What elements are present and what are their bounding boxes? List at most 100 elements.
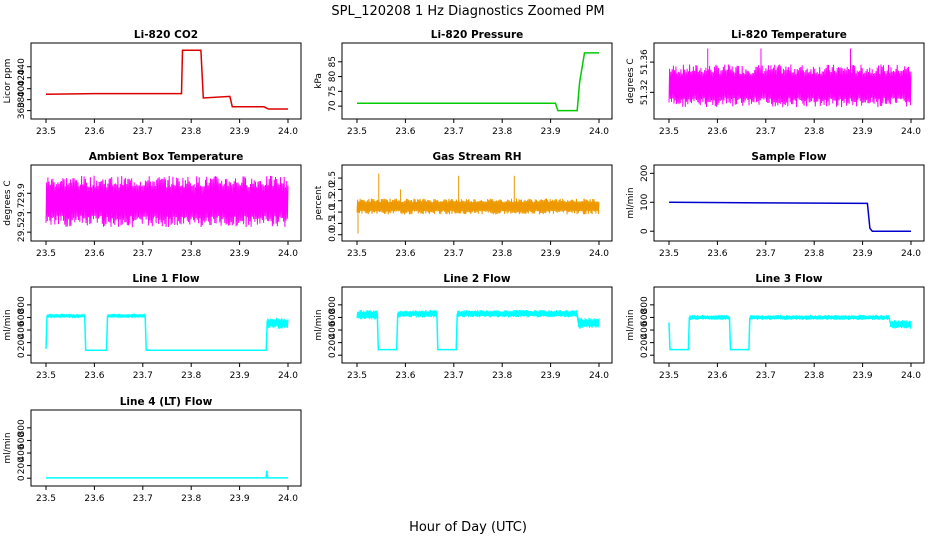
x-tick-label: 23.7 bbox=[756, 371, 776, 381]
panel-5: Gas Stream RH percent 0.00.51.01.52.02.5 23… bbox=[314, 151, 613, 259]
y-tick-label: 400 bbox=[17, 80, 27, 97]
x-tick-label: 23.6 bbox=[395, 371, 415, 381]
y-tick-label: 800 bbox=[328, 296, 338, 313]
x-tick-label: 24.0 bbox=[901, 371, 921, 381]
y-tick-label: 360 bbox=[17, 102, 27, 119]
x-tick-label: 24.0 bbox=[589, 249, 609, 259]
y-tick-label: 200 bbox=[17, 334, 27, 351]
y-tick-label: 0 bbox=[328, 352, 338, 358]
x-tick-label: 23.7 bbox=[133, 249, 153, 259]
y-tick-label: 2.0 bbox=[328, 182, 338, 197]
x-tick-label: 24.0 bbox=[589, 127, 609, 137]
x-tick-label: 23.8 bbox=[492, 127, 512, 137]
y-tick-label: 100 bbox=[640, 193, 650, 210]
x-tick-label: 23.8 bbox=[804, 127, 824, 137]
x-tick-label: 23.8 bbox=[181, 371, 201, 381]
series-line bbox=[45, 49, 288, 110]
y-tick-label: 600 bbox=[640, 309, 650, 326]
x-tick-label: 23.9 bbox=[230, 371, 250, 381]
x-tick-label: 24.0 bbox=[278, 249, 298, 259]
x-tick-label: 24.0 bbox=[589, 371, 609, 381]
y-tick-label: 29.5 bbox=[17, 222, 27, 242]
y-tick-label: 0 bbox=[640, 228, 650, 234]
x-tick-label: 23.6 bbox=[84, 249, 104, 259]
plot-frame bbox=[341, 164, 613, 242]
series-noise bbox=[668, 64, 912, 108]
y-axis-label: ml/min bbox=[314, 309, 324, 340]
y-tick-label: 51.36 bbox=[640, 49, 650, 75]
y-tick-label: 200 bbox=[328, 334, 338, 351]
x-tick-label: 23.5 bbox=[659, 249, 679, 259]
y-tick-label: 85 bbox=[328, 56, 338, 67]
y-axis-label: percent bbox=[314, 185, 324, 220]
y-tick-label: 75 bbox=[328, 86, 338, 97]
y-tick-label: 600 bbox=[328, 309, 338, 326]
panel-title: Li-820 Pressure bbox=[431, 29, 524, 41]
x-tick-label: 23.8 bbox=[181, 494, 201, 504]
panel-2: Li-820 Pressure kPa 70 75 80 85 23.5 23.6 23.7 23… bbox=[314, 29, 613, 137]
x-tick-label: 23.9 bbox=[853, 371, 873, 381]
y-tick-label: 2.5 bbox=[328, 171, 338, 185]
figure-xlabel: Hour of Day (UTC) bbox=[409, 520, 527, 535]
y-axis-label: ml/min bbox=[626, 309, 636, 340]
panel-4: Ambient Box Temperature degrees C 29.529.7… bbox=[3, 151, 302, 259]
plot-frame bbox=[653, 42, 925, 120]
y-tick-label: 400 bbox=[328, 321, 338, 338]
plot-frame bbox=[30, 164, 302, 242]
series-noise bbox=[45, 175, 289, 228]
series-line bbox=[357, 52, 599, 112]
x-tick-label: 23.7 bbox=[133, 371, 153, 381]
panel-3: Li-820 Temperature degrees C 51.32 51.36 23.… bbox=[626, 29, 925, 137]
x-tick-label: 23.8 bbox=[492, 371, 512, 381]
x-tick-label: 23.5 bbox=[659, 127, 679, 137]
x-tick-label: 23.7 bbox=[756, 127, 776, 137]
y-axis-label: degrees C bbox=[626, 58, 636, 103]
series-noise bbox=[266, 317, 289, 329]
y-tick-label: 600 bbox=[17, 432, 27, 449]
x-tick-label: 23.8 bbox=[804, 371, 824, 381]
y-tick-label: 400 bbox=[17, 444, 27, 461]
x-tick-label: 23.9 bbox=[541, 127, 561, 137]
y-axis-label: kPa bbox=[314, 73, 324, 89]
y-axis-label: Licor ppm bbox=[3, 59, 13, 104]
x-tick-label: 23.6 bbox=[707, 127, 727, 137]
y-tick-label: 200 bbox=[17, 457, 27, 474]
series-noise bbox=[456, 309, 578, 318]
x-tick-label: 24.0 bbox=[278, 371, 298, 381]
x-tick-label: 23.6 bbox=[707, 249, 727, 259]
y-tick-label: 420 bbox=[17, 69, 27, 86]
y-tick-label: 200 bbox=[640, 164, 650, 181]
series-noise bbox=[889, 319, 912, 329]
y-axis-label: ml/min bbox=[626, 187, 636, 218]
plot-frame bbox=[341, 286, 613, 364]
x-tick-label: 23.6 bbox=[395, 127, 415, 137]
y-tick-label: 400 bbox=[17, 321, 27, 338]
x-tick-label: 23.9 bbox=[541, 249, 561, 259]
panel-title: Li-820 CO2 bbox=[134, 29, 198, 41]
x-tick-label: 23.9 bbox=[230, 127, 250, 137]
panel-title: Line 4 (LT) Flow bbox=[120, 396, 213, 408]
series-line bbox=[668, 201, 911, 232]
panel-title: Line 3 Flow bbox=[755, 273, 822, 285]
x-tick-label: 23.7 bbox=[444, 127, 464, 137]
x-tick-label: 23.8 bbox=[181, 249, 201, 259]
series-line bbox=[668, 317, 911, 351]
x-tick-label: 23.7 bbox=[444, 371, 464, 381]
panel-title: Gas Stream RH bbox=[432, 151, 521, 163]
panel-title: Line 1 Flow bbox=[132, 273, 199, 285]
x-tick-label: 24.0 bbox=[278, 494, 298, 504]
x-tick-label: 23.9 bbox=[853, 127, 873, 137]
series-line bbox=[45, 315, 288, 351]
y-tick-label: 80 bbox=[328, 71, 338, 83]
y-axis-label: degrees C bbox=[3, 180, 13, 225]
y-tick-label: 1.5 bbox=[328, 194, 338, 208]
x-tick-label: 23.6 bbox=[395, 249, 415, 259]
x-tick-label: 23.9 bbox=[230, 494, 250, 504]
y-tick-label: 800 bbox=[17, 296, 27, 313]
x-tick-label: 23.7 bbox=[133, 127, 153, 137]
y-tick-label: 600 bbox=[17, 309, 27, 326]
